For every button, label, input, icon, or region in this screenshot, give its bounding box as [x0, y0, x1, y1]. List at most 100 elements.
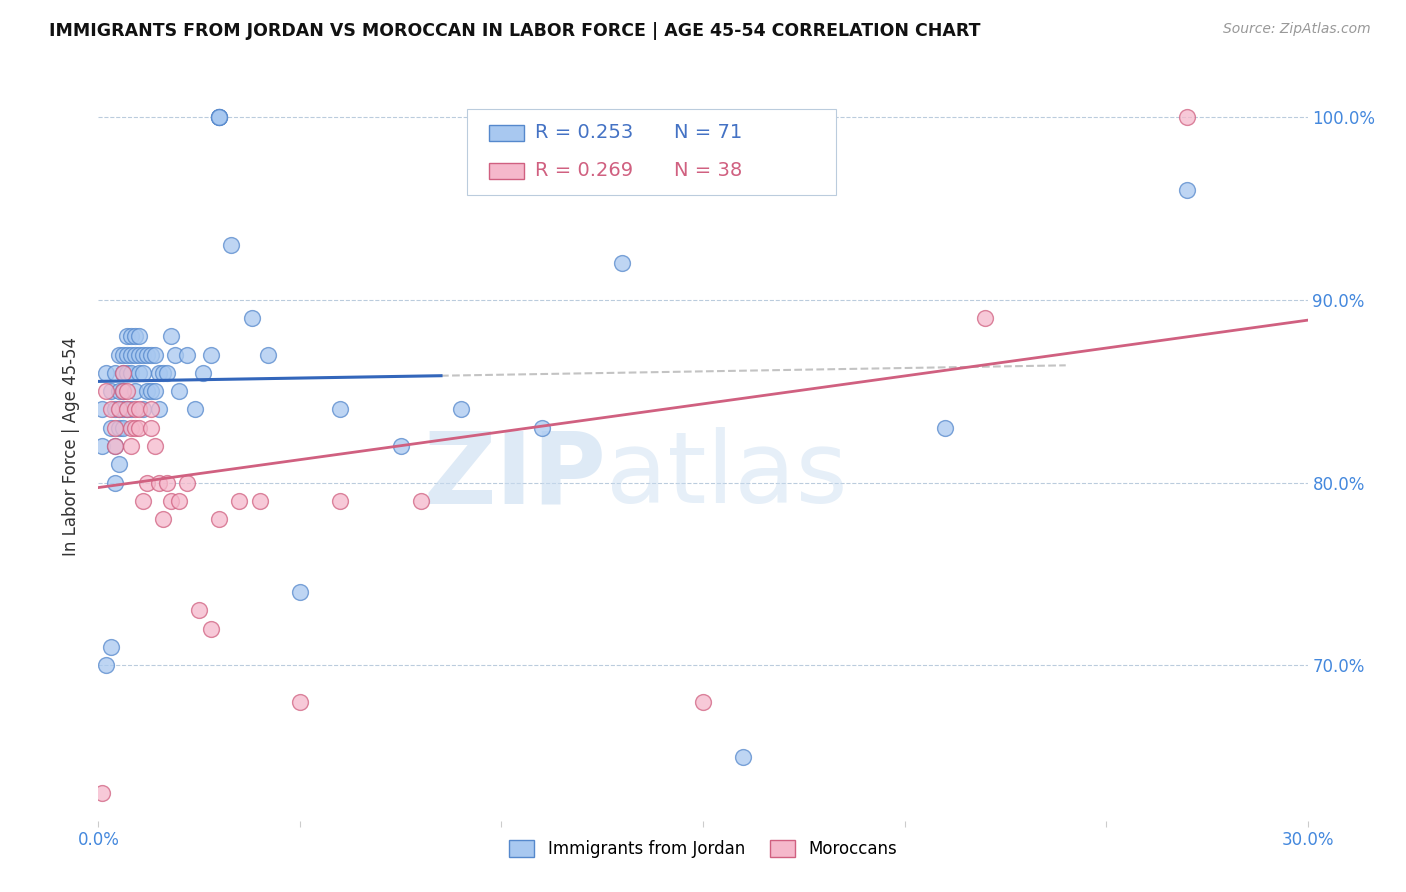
Point — [128, 348, 150, 362]
Y-axis label: In Labor Force | Age 45-54: In Labor Force | Age 45-54 — [62, 336, 80, 556]
Point — [167, 493, 190, 508]
Point — [111, 348, 134, 362]
Point — [228, 493, 250, 508]
Point — [143, 439, 166, 453]
Point — [450, 402, 472, 417]
Point — [115, 384, 138, 399]
Point — [120, 421, 142, 435]
Point — [103, 439, 125, 453]
Text: atlas: atlas — [606, 427, 848, 524]
Point — [91, 439, 114, 453]
Point — [329, 402, 352, 417]
Point — [124, 384, 146, 399]
Point — [200, 622, 222, 636]
Point — [143, 348, 166, 362]
Point — [139, 402, 162, 417]
Point — [124, 421, 146, 435]
Point — [148, 475, 170, 490]
Point — [107, 384, 129, 399]
Point — [120, 439, 142, 453]
Point — [107, 348, 129, 362]
Point — [530, 421, 553, 435]
Point — [103, 421, 125, 435]
Point — [103, 475, 125, 490]
Point — [135, 384, 157, 399]
Point — [103, 439, 125, 453]
Point — [120, 348, 142, 362]
Point — [148, 366, 170, 380]
Point — [143, 384, 166, 399]
Point — [1175, 110, 1198, 124]
Point — [160, 493, 183, 508]
Point — [135, 475, 157, 490]
Point — [221, 238, 243, 252]
Point — [1175, 183, 1198, 197]
Point — [115, 329, 138, 343]
Point — [692, 695, 714, 709]
Point — [124, 348, 146, 362]
Point — [188, 603, 211, 617]
Point — [111, 366, 134, 380]
Point — [135, 348, 157, 362]
Point — [167, 384, 190, 399]
Text: N = 38: N = 38 — [673, 161, 742, 180]
Point — [934, 421, 956, 435]
Point — [91, 786, 114, 800]
Point — [115, 402, 138, 417]
Point — [208, 110, 231, 124]
Point — [208, 110, 231, 124]
Point — [329, 493, 352, 508]
Point — [120, 402, 142, 417]
Point — [139, 421, 162, 435]
Point — [96, 366, 118, 380]
Point — [176, 348, 198, 362]
Point — [160, 329, 183, 343]
Point — [111, 384, 134, 399]
Point — [152, 512, 174, 526]
Point — [132, 348, 155, 362]
Point — [240, 311, 263, 326]
Point — [111, 402, 134, 417]
Point — [389, 439, 412, 453]
Point — [148, 402, 170, 417]
FancyBboxPatch shape — [489, 125, 523, 141]
FancyBboxPatch shape — [489, 162, 523, 179]
Point — [100, 384, 122, 399]
Text: R = 0.253: R = 0.253 — [534, 123, 633, 143]
Text: R = 0.269: R = 0.269 — [534, 161, 633, 180]
Point — [249, 493, 271, 508]
Point — [120, 366, 142, 380]
Point — [200, 348, 222, 362]
Point — [111, 421, 134, 435]
Point — [974, 311, 997, 326]
Point — [128, 329, 150, 343]
Point — [103, 402, 125, 417]
Point — [100, 421, 122, 435]
Point — [111, 366, 134, 380]
Legend: Immigrants from Jordan, Moroccans: Immigrants from Jordan, Moroccans — [502, 833, 904, 864]
Point — [128, 402, 150, 417]
Point — [103, 366, 125, 380]
Point — [288, 695, 311, 709]
Point — [733, 749, 755, 764]
Point — [176, 475, 198, 490]
Point — [193, 366, 215, 380]
Point — [208, 110, 231, 124]
Point — [96, 384, 118, 399]
Point — [111, 384, 134, 399]
Point — [128, 421, 150, 435]
Point — [107, 402, 129, 417]
Point — [184, 402, 207, 417]
Point — [152, 366, 174, 380]
Point — [100, 402, 122, 417]
Point — [208, 512, 231, 526]
Point — [409, 493, 432, 508]
Text: IMMIGRANTS FROM JORDAN VS MOROCCAN IN LABOR FORCE | AGE 45-54 CORRELATION CHART: IMMIGRANTS FROM JORDAN VS MOROCCAN IN LA… — [49, 22, 981, 40]
Text: ZIP: ZIP — [423, 427, 606, 524]
Point — [107, 421, 129, 435]
Point — [163, 348, 186, 362]
Point — [115, 366, 138, 380]
Text: N = 71: N = 71 — [673, 123, 742, 143]
Text: Source: ZipAtlas.com: Source: ZipAtlas.com — [1223, 22, 1371, 37]
Point — [132, 366, 155, 380]
